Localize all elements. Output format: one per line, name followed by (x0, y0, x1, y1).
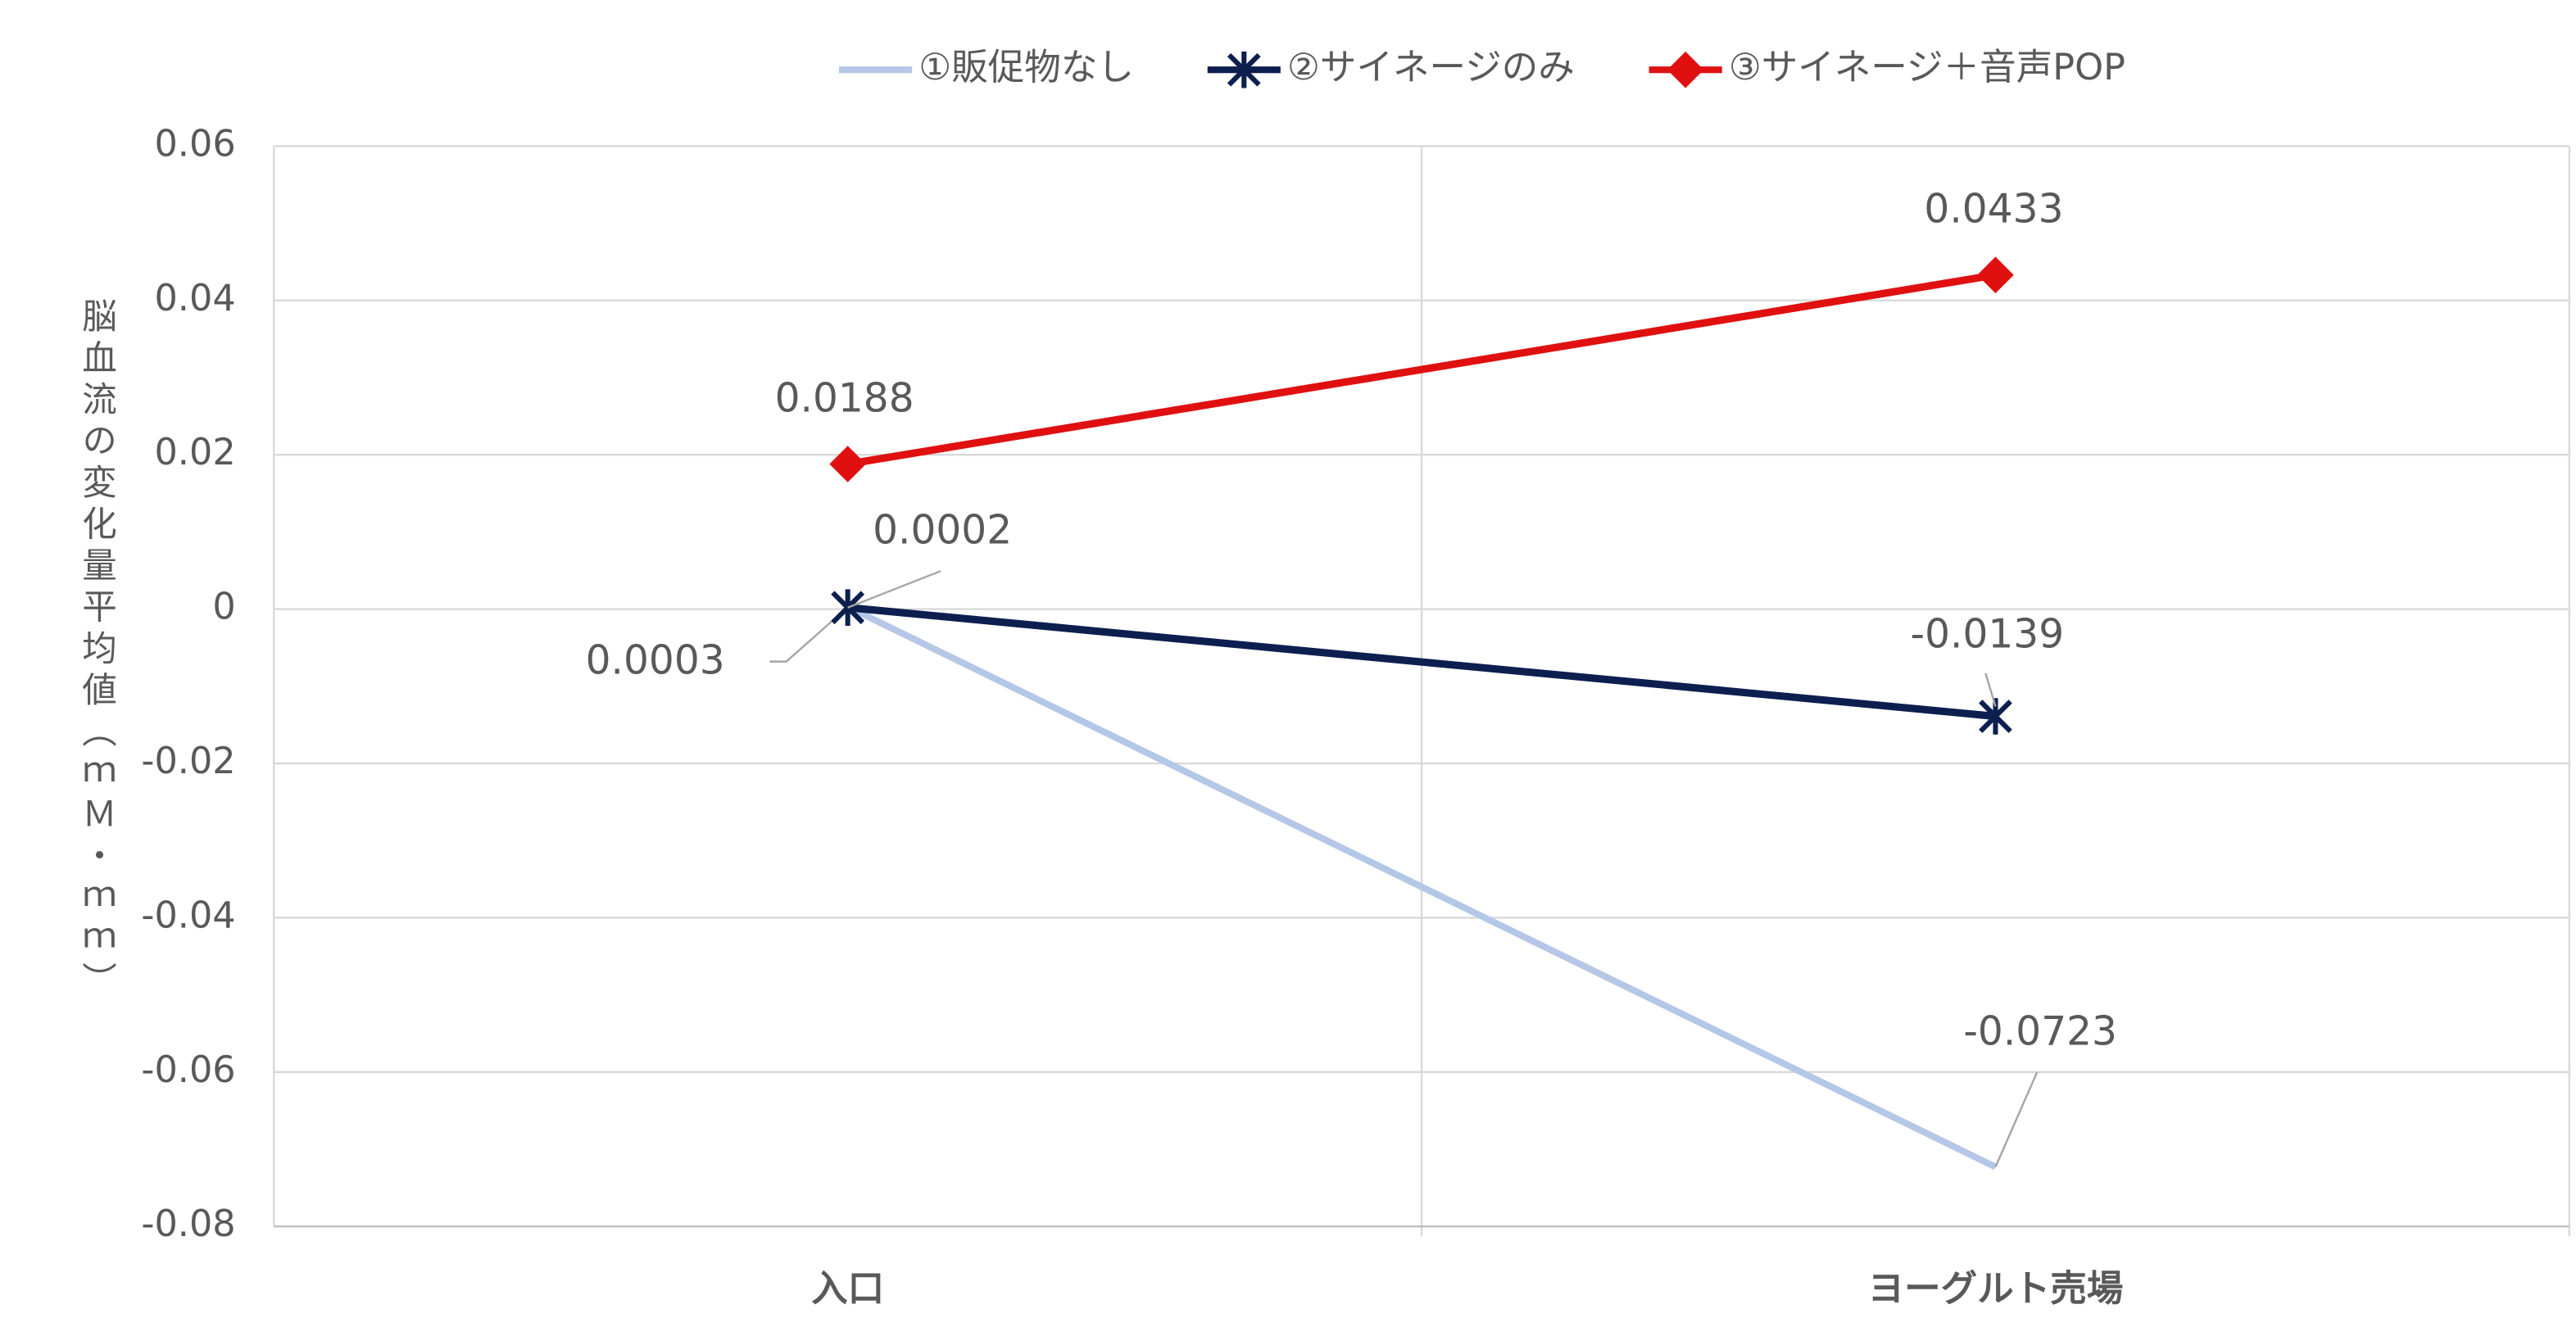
leader-line (1984, 673, 1997, 707)
marker (1227, 51, 1261, 88)
y-tick-label: 0.04 (154, 277, 235, 319)
data-label: -0.0139 (1911, 611, 2065, 657)
marker (829, 446, 866, 482)
legend-item: ③サイネージ＋音声POP (1649, 46, 2125, 88)
legend-label: ③サイネージ＋音声POP (1729, 46, 2125, 88)
leader-line (769, 609, 846, 663)
legend-label: ①販促物なし (918, 46, 1134, 88)
data-label: 0.0188 (775, 376, 914, 422)
y-tick-label: 0 (212, 586, 235, 628)
leader-line (1994, 1071, 2039, 1168)
series-line (846, 271, 1997, 468)
data-label: 0.0002 (873, 508, 1012, 554)
marker (1667, 51, 1704, 88)
x-tick-label: ヨーグルト売場 (1868, 1267, 2124, 1310)
y-tick-label: -0.06 (141, 1048, 235, 1091)
y-tick-label: -0.02 (141, 740, 235, 782)
data-label: 0.0433 (1924, 187, 2063, 233)
y-tick-label: 0.06 (154, 122, 235, 165)
x-tick-label: 入口 (811, 1267, 884, 1310)
series-line (846, 604, 1998, 1171)
data-label: -0.0723 (1963, 1009, 2117, 1055)
marker (1977, 256, 2014, 293)
legend-label: ②サイネージのみ (1287, 46, 1575, 88)
legend-item: ①販促物なし (839, 46, 1134, 88)
series-line (847, 604, 1996, 721)
y-axis-label: 脳血流の変化量平均値（ｍＭ・ｍｍ） (76, 298, 116, 1003)
y-tick-label: -0.08 (141, 1202, 235, 1245)
legend-item: ②サイネージのみ (1207, 46, 1575, 88)
y-tick-label: -0.04 (141, 894, 235, 936)
leader-line (847, 570, 941, 609)
y-tick-label: 0.02 (154, 431, 235, 473)
data-label: 0.0003 (586, 638, 725, 684)
